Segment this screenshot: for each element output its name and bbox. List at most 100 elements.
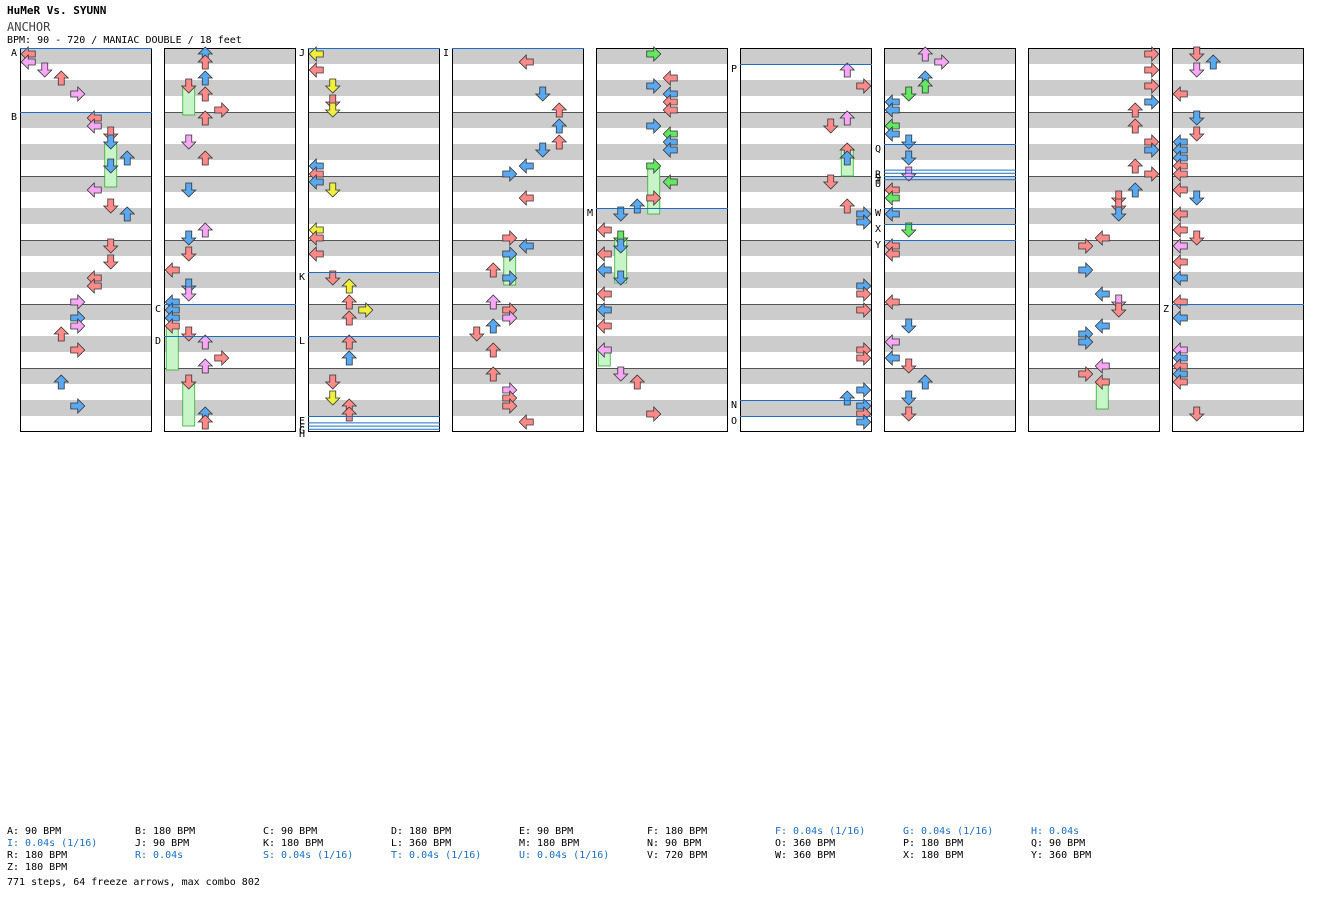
row-stripe <box>1172 176 1304 192</box>
legend-entry: B: 180 BPM <box>135 826 196 837</box>
row-stripe <box>596 80 728 96</box>
step-arrow <box>551 102 568 118</box>
step-arrow <box>341 278 358 294</box>
column-border <box>1028 48 1160 432</box>
legend-entry: O: 360 BPM <box>775 838 836 849</box>
step-arrow <box>856 414 872 430</box>
legend-entry: S: 0.04s (1/16) <box>263 850 354 861</box>
row-stripe <box>740 144 872 160</box>
row-stripe <box>596 336 728 352</box>
tempo-marker-label: U <box>875 179 881 190</box>
chart-column <box>884 48 1016 432</box>
step-arrow <box>518 238 534 254</box>
tempo-marker-label: P <box>731 64 737 75</box>
chart-column <box>452 48 584 432</box>
row-stripe <box>596 240 728 256</box>
legend-entry: F: 180 BPM <box>647 826 708 837</box>
step-arrow <box>341 294 358 310</box>
row-stripe <box>452 208 584 224</box>
legend-entry: P: 180 BPM <box>903 838 964 849</box>
step-arrow <box>1078 238 1094 254</box>
row-stripe <box>596 48 728 64</box>
row-stripe <box>20 48 152 64</box>
step-arrow <box>214 350 230 366</box>
step-arrow <box>1172 294 1188 310</box>
row-stripe <box>20 336 152 352</box>
legend-entry: L: 360 BPM <box>391 838 452 849</box>
tempo-marker-label: G <box>299 426 305 437</box>
tempo-marker-label: E <box>299 416 305 427</box>
row-stripe <box>884 144 1016 160</box>
row-stripe <box>308 176 440 192</box>
step-arrow <box>180 326 197 342</box>
row-stripe <box>884 336 1016 352</box>
tempo-marker-label: W <box>875 208 882 219</box>
row-stripe <box>164 368 296 384</box>
row-stripe <box>164 304 296 320</box>
row-stripe <box>596 272 728 288</box>
step-arrow <box>934 54 950 70</box>
row-stripe <box>164 208 296 224</box>
row-stripe <box>1172 144 1304 160</box>
step-arrow <box>856 382 872 398</box>
row-stripe <box>1172 240 1304 256</box>
tempo-marker-label: K <box>299 272 305 283</box>
row-stripe <box>1172 112 1304 128</box>
step-arrow <box>1110 302 1127 318</box>
row-stripe <box>596 304 728 320</box>
step-arrow <box>900 150 917 166</box>
tempo-marker-label: F <box>299 422 305 433</box>
step-arrow <box>518 158 534 174</box>
chart-column <box>308 48 440 432</box>
step-arrow <box>197 414 214 430</box>
legend-entry: X: 180 BPM <box>903 850 964 861</box>
row-stripe <box>1172 400 1304 416</box>
step-arrow <box>629 374 646 390</box>
step-arrow <box>856 302 872 318</box>
row-stripe <box>452 272 584 288</box>
tempo-marker-label: Y <box>875 240 881 251</box>
row-stripe <box>596 176 728 192</box>
step-arrow <box>1078 334 1094 350</box>
tempo-marker-label: B <box>11 112 17 123</box>
step-arrow <box>70 318 86 334</box>
step-arrow <box>180 286 197 302</box>
step-arrow <box>1127 102 1144 118</box>
tempo-marker-label: S <box>875 173 881 184</box>
step-arrow <box>612 230 629 246</box>
tempo-marker-label: Z <box>1163 304 1169 315</box>
row-stripe <box>452 176 584 192</box>
row-stripe <box>452 400 584 416</box>
row-stripe <box>596 208 728 224</box>
row-stripe <box>1028 368 1160 384</box>
step-arrow <box>1205 54 1222 70</box>
step-arrow <box>53 326 70 342</box>
step-arrow <box>197 70 214 86</box>
step-arrow <box>534 142 551 158</box>
step-arrow <box>900 406 917 422</box>
step-arrow <box>900 390 917 406</box>
step-arrow <box>164 318 180 334</box>
step-arrow <box>197 358 214 374</box>
step-arrow <box>1144 94 1160 110</box>
row-stripe <box>740 400 872 416</box>
step-arrow <box>86 278 102 294</box>
row-stripe <box>20 304 152 320</box>
step-arrow <box>180 78 197 94</box>
step-arrow <box>900 166 917 182</box>
column-border <box>740 48 872 432</box>
legend-entry: Q: 90 BPM <box>1031 838 1086 849</box>
step-arrow <box>900 134 917 150</box>
step-arrow <box>36 62 53 78</box>
legend-entry: A: 90 BPM <box>7 826 62 837</box>
row-stripe <box>452 144 584 160</box>
row-stripe <box>1028 400 1160 416</box>
row-stripe <box>308 336 440 352</box>
row-stripe <box>596 144 728 160</box>
step-arrow <box>1172 182 1188 198</box>
step-arrow <box>308 174 324 190</box>
step-arrow <box>102 198 119 214</box>
row-stripe <box>20 368 152 384</box>
step-arrow <box>534 86 551 102</box>
